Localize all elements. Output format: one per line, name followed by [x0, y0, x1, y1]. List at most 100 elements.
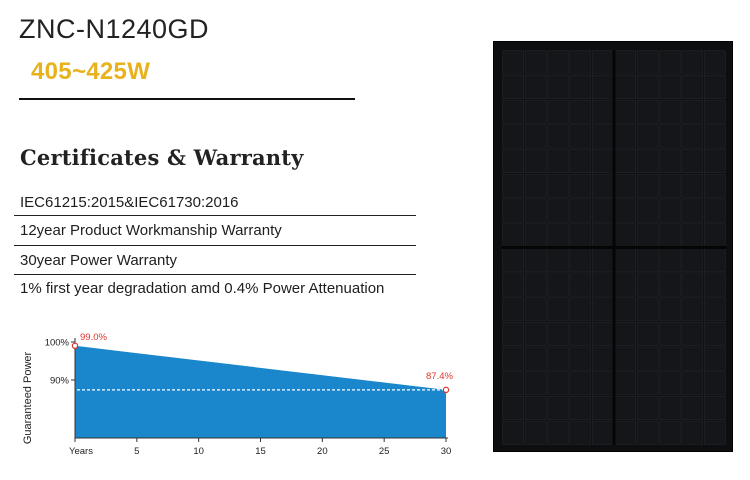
panel-cell [636, 297, 659, 322]
panel-cell [502, 124, 524, 149]
data-point [442, 386, 450, 394]
panel-cell [502, 371, 524, 396]
panel-cell [524, 346, 547, 371]
panel-cell [659, 124, 681, 149]
panel-cell [681, 99, 704, 124]
data-label: 99.0% [80, 332, 107, 343]
solar-panel-icon [502, 50, 726, 445]
panel-cell [704, 247, 726, 272]
panel-cell [614, 247, 636, 272]
panel-cell [569, 173, 592, 198]
panel-cell [704, 223, 726, 248]
panel-cell [681, 124, 704, 149]
panel-cell [592, 223, 614, 248]
panel-cell [547, 198, 569, 223]
panel-cell [547, 371, 569, 396]
panel-cell [636, 346, 659, 371]
panel-cell [592, 173, 614, 198]
panel-cell [592, 124, 614, 149]
panel-cell [524, 321, 547, 346]
panel-cell [524, 247, 547, 272]
panel-cell [502, 321, 524, 346]
x-tick-label: 10 [193, 446, 204, 457]
panel-cell [592, 371, 614, 396]
panel-cell [502, 50, 524, 75]
panel-cell [547, 149, 569, 174]
panel-cell [547, 50, 569, 75]
model-name: ZNC-N1240GD [19, 14, 210, 44]
panel-cell [502, 173, 524, 198]
panel-cell [681, 396, 704, 420]
panel-cell [524, 420, 547, 445]
y-axis-label: Guaranteed Power [22, 352, 34, 445]
panel-cell [569, 371, 592, 396]
panel-cell [659, 223, 681, 248]
panel-cell [681, 272, 704, 297]
panel-cell [547, 173, 569, 198]
certificate-item: IEC61215:2015&IEC61730:2016 [20, 194, 239, 211]
panel-cell [681, 75, 704, 99]
panel-cell [569, 297, 592, 322]
panel-cell [636, 50, 659, 75]
panel-cell [569, 75, 592, 99]
panel-cell [659, 149, 681, 174]
panel-cell [524, 297, 547, 322]
panel-cell [569, 99, 592, 124]
panel-cell [569, 223, 592, 248]
panel-cell [569, 321, 592, 346]
panel-cell [659, 297, 681, 322]
panel-cell [547, 321, 569, 346]
panel-cell [659, 420, 681, 445]
panel-cell [659, 50, 681, 75]
panel-cell [614, 99, 636, 124]
panel-cell [502, 346, 524, 371]
data-point [71, 342, 79, 349]
panel-cell [524, 50, 547, 75]
panel-cell [614, 346, 636, 371]
x-tick-label: Years [69, 446, 93, 457]
panel-cell [681, 149, 704, 174]
panel-cell [636, 124, 659, 149]
panel-cell [502, 272, 524, 297]
certificate-item: 30year Power Warranty [20, 252, 178, 269]
panel-cell [636, 321, 659, 346]
x-tick-label: 20 [317, 446, 328, 457]
panel-cell [704, 99, 726, 124]
panel-cell [592, 272, 614, 297]
panel-cell [592, 420, 614, 445]
panel-cell [502, 223, 524, 248]
panel-cell [524, 223, 547, 248]
panel-cell [636, 99, 659, 124]
panel-cell [704, 297, 726, 322]
panel-cell [636, 173, 659, 198]
panel-cell [614, 396, 636, 420]
panel-cell [659, 321, 681, 346]
panel-cell [502, 247, 524, 272]
panel-cell [547, 247, 569, 272]
panel-cell [592, 198, 614, 223]
header-divider [19, 98, 355, 100]
panel-cell [681, 297, 704, 322]
panel-cell [636, 75, 659, 99]
panel-cell [547, 396, 569, 420]
panel-cell [614, 149, 636, 174]
panel-cell [681, 198, 704, 223]
panel-cell [502, 75, 524, 99]
panel-cell [636, 149, 659, 174]
panel-cell [681, 50, 704, 75]
panel-cell [569, 396, 592, 420]
panel-cell [614, 371, 636, 396]
panel-cell [569, 272, 592, 297]
panel-cell [636, 371, 659, 396]
panel-cell [614, 124, 636, 149]
panel-cell [592, 50, 614, 75]
panel-cell [547, 75, 569, 99]
panel-cell [524, 396, 547, 420]
panel-cell [659, 99, 681, 124]
panel-cell [681, 247, 704, 272]
certificate-item: 12year Product Workmanship Warranty [20, 222, 282, 239]
panel-cell [547, 272, 569, 297]
panel-cell [614, 223, 636, 248]
panel-cell [704, 198, 726, 223]
certificate-divider [14, 245, 416, 246]
